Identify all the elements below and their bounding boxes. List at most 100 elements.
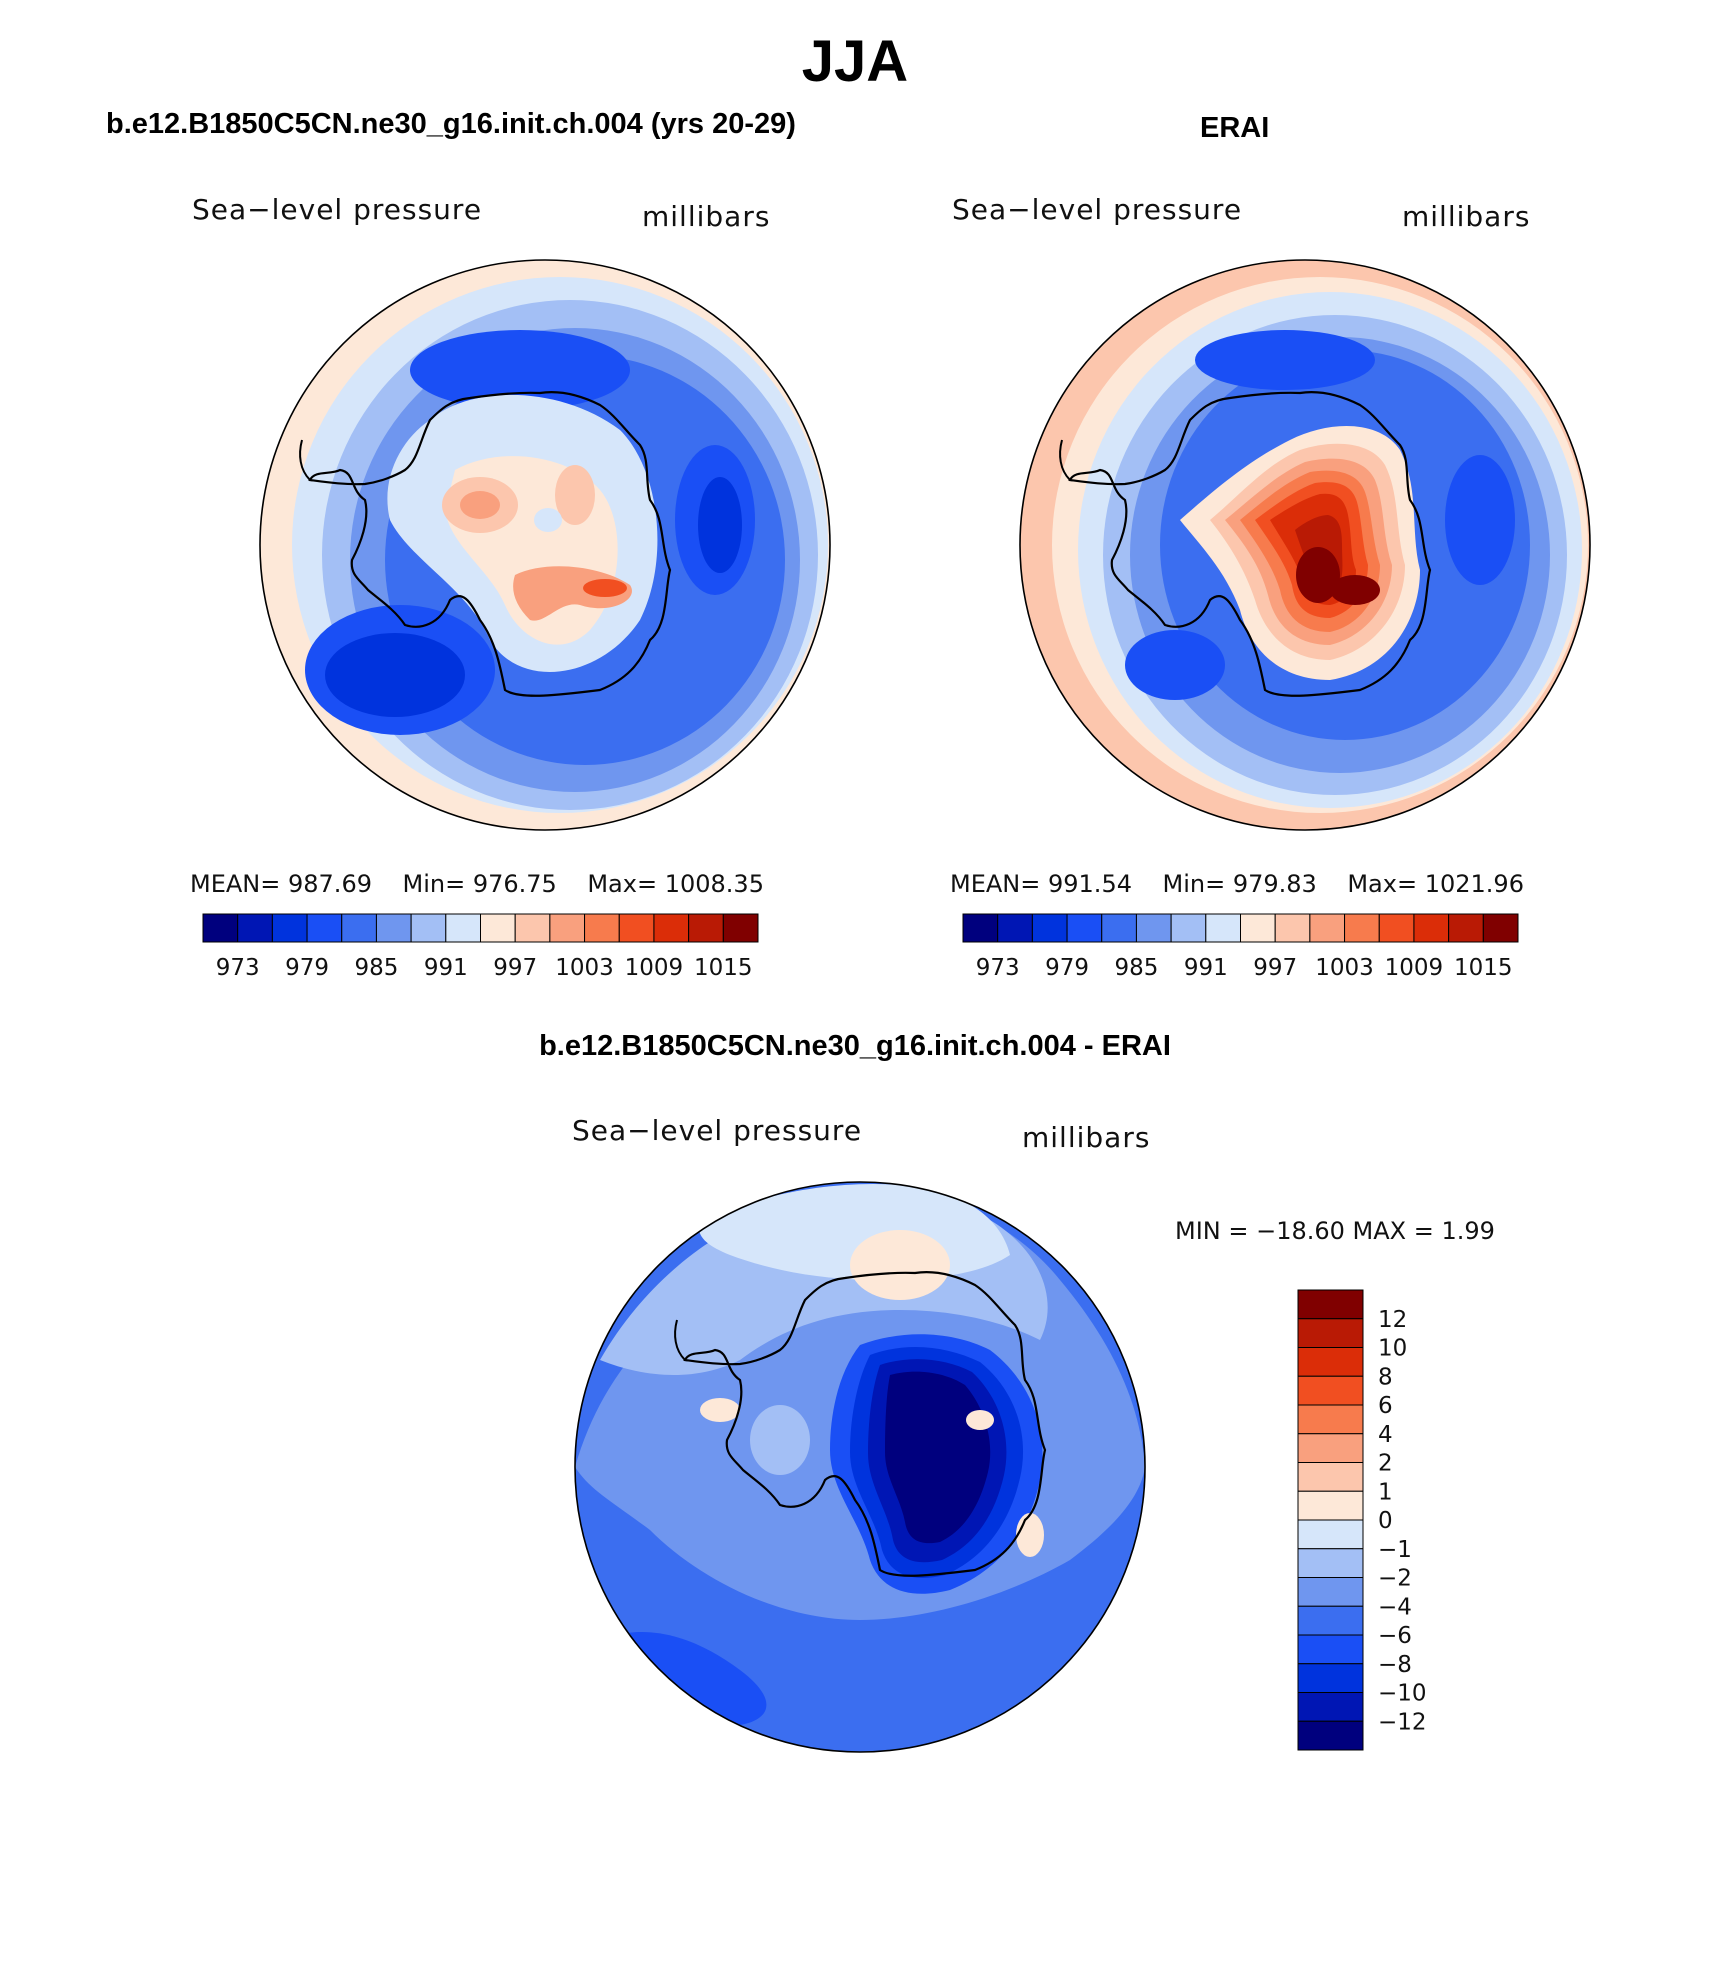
colorbar-swatch bbox=[997, 913, 1033, 943]
contour-fill bbox=[534, 508, 562, 532]
min-value: 979.83 bbox=[1232, 870, 1317, 898]
colorbar-tick-label: 1015 bbox=[694, 955, 753, 981]
colorbar-swatch bbox=[1101, 913, 1137, 943]
colorbar-tick-label: 979 bbox=[1045, 955, 1089, 981]
colorbar-swatch bbox=[549, 913, 586, 943]
colorbar-swatch bbox=[1297, 1548, 1364, 1578]
colorbar-swatch bbox=[1297, 1720, 1364, 1751]
mean-label: MEAN= bbox=[950, 870, 1041, 898]
colorbar-tick-label: −12 bbox=[1378, 1709, 1427, 1735]
map-label-variable-diff: Sea−level pressure bbox=[572, 1114, 863, 1147]
colorbar-swatch bbox=[1413, 913, 1450, 943]
colorbar-swatch bbox=[480, 913, 516, 943]
colorbar-tick-label: 973 bbox=[976, 955, 1020, 981]
colorbar-swatch bbox=[1297, 1605, 1364, 1636]
colorbar-swatch bbox=[306, 913, 343, 943]
colorbar-tick-label: 8 bbox=[1378, 1364, 1393, 1390]
colorbar-tick-label: 0 bbox=[1378, 1508, 1393, 1534]
colorbar-swatch bbox=[1482, 913, 1519, 943]
colorbar-swatch bbox=[618, 913, 655, 943]
colorbar-tick-label: 1009 bbox=[625, 955, 684, 981]
map-label-units-obs: millibars bbox=[1402, 200, 1531, 233]
contour-fill bbox=[1445, 455, 1515, 585]
colorbar-tick-label: −2 bbox=[1378, 1566, 1412, 1592]
antarctica-coastline bbox=[683, 1271, 1047, 1577]
contour-fill bbox=[700, 1398, 740, 1422]
contour-fill bbox=[1016, 1513, 1044, 1557]
map-label-variable-obs: Sea−level pressure bbox=[952, 193, 1243, 226]
colorbar-tick-label: 985 bbox=[354, 955, 398, 981]
colorbar-tick-label: −8 bbox=[1378, 1652, 1412, 1678]
colorbar-swatch bbox=[375, 913, 412, 943]
mean-value: 987.69 bbox=[288, 870, 372, 898]
colorbar-tick-label: 997 bbox=[1253, 955, 1297, 981]
colorbar-swatch bbox=[1274, 913, 1311, 943]
colorbar-swatch bbox=[1297, 1577, 1364, 1607]
colorbar-tick-label: 985 bbox=[1114, 955, 1158, 981]
map-label-variable-model: Sea−level pressure bbox=[192, 193, 483, 226]
colorbar-tick-label: −1 bbox=[1378, 1537, 1412, 1563]
peninsula-coastline bbox=[1059, 439, 1071, 481]
colorbar-swatch bbox=[1297, 1433, 1364, 1463]
colorbar-swatch bbox=[410, 913, 447, 943]
colorbar-tick-label: 979 bbox=[285, 955, 329, 981]
min-label: Min= bbox=[402, 870, 466, 898]
colorbar-swatch bbox=[1297, 1490, 1364, 1521]
min-value: 976.75 bbox=[472, 870, 557, 898]
colorbar-swatch bbox=[1297, 1375, 1364, 1406]
colorbar-swatch bbox=[653, 913, 690, 943]
colorbar-tick-label: 1 bbox=[1378, 1479, 1393, 1505]
mean-label: MEAN= bbox=[190, 870, 281, 898]
colorbar-swatch bbox=[1448, 913, 1484, 943]
contour-fill bbox=[966, 1410, 994, 1430]
figure-title: JJA bbox=[801, 29, 909, 94]
map-border bbox=[574, 1181, 1146, 1753]
contour-fill bbox=[1195, 330, 1375, 390]
colorbar-swatch bbox=[1066, 913, 1103, 943]
colorbar-tick-label: 6 bbox=[1378, 1393, 1393, 1419]
contour-fill bbox=[850, 1230, 950, 1300]
colorbar-swatch bbox=[341, 913, 377, 943]
polar-map-obs bbox=[1020, 260, 1590, 830]
colorbar-tick-label: −10 bbox=[1378, 1681, 1427, 1707]
mean-value: 991.54 bbox=[1048, 870, 1132, 898]
colorbar-swatch bbox=[1344, 913, 1380, 943]
colorbar-tick-label: −4 bbox=[1378, 1594, 1412, 1620]
colorbar-swatch bbox=[271, 913, 308, 943]
map-label-units-model: millibars bbox=[642, 200, 771, 233]
colorbar-swatch bbox=[202, 913, 239, 943]
min-label: Min= bbox=[1162, 870, 1226, 898]
stats-obs: MEAN= 991.54 Min= 979.83 Max= 1021.96 bbox=[950, 870, 1524, 898]
colorbar-tick-label: 1003 bbox=[555, 955, 614, 981]
contour-fill bbox=[698, 477, 742, 573]
colorbar-tick-label: 12 bbox=[1378, 1307, 1407, 1333]
colorbar-swatch bbox=[1297, 1318, 1364, 1348]
colorbar-swatch bbox=[1135, 913, 1172, 943]
colorbar-obs: 973 979 985 991 997 1003 1009 1015 bbox=[962, 913, 1519, 981]
colorbar-tick-label: 991 bbox=[424, 955, 468, 981]
colorbar-tick-label: 4 bbox=[1378, 1422, 1393, 1448]
colorbar-tick-label: 2 bbox=[1378, 1451, 1393, 1477]
colorbar-swatch bbox=[688, 913, 724, 943]
colorbar-swatch bbox=[1297, 1634, 1364, 1665]
contour-fill bbox=[325, 633, 465, 717]
contour-fill bbox=[555, 465, 595, 525]
colorbar-swatch bbox=[722, 913, 759, 943]
peninsula-coastline bbox=[299, 439, 311, 481]
colorbar-swatch bbox=[1297, 1692, 1364, 1722]
antarctica-coastline bbox=[308, 391, 672, 697]
panel-title-model: b.e12.B1850C5CN.ne30_g16.init.ch.004 (yr… bbox=[106, 108, 796, 140]
colorbar-swatch bbox=[1297, 1462, 1364, 1492]
panel-title-diff: b.e12.B1850C5CN.ne30_g16.init.ch.004 - E… bbox=[539, 1030, 1171, 1062]
colorbar-tick-label: −6 bbox=[1378, 1623, 1412, 1649]
contour-fill bbox=[460, 491, 500, 519]
colorbar-swatch bbox=[237, 913, 273, 943]
panel-title-obs: ERAI bbox=[1200, 112, 1270, 144]
stats-diff: MIN = −18.60 MAX = 1.99 bbox=[1175, 1217, 1495, 1245]
contour-fill bbox=[885, 1371, 991, 1544]
contour-fill bbox=[410, 330, 630, 410]
colorbar-tick-label: 997 bbox=[493, 955, 537, 981]
map-border bbox=[1019, 259, 1591, 831]
max-label: Max= bbox=[1347, 870, 1418, 898]
colorbar-tick-label: 1009 bbox=[1385, 955, 1444, 981]
